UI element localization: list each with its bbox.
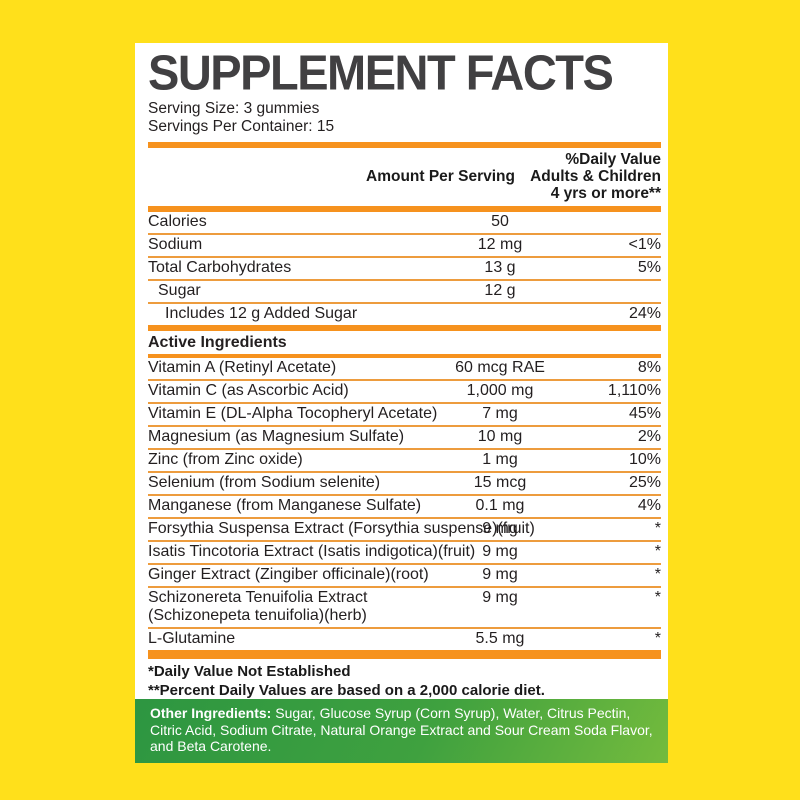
amount-value: 10 mg [477,428,523,445]
amount-value: 1 mg [482,451,518,468]
ingredient-name: Selenium (from Sodium selenite) [148,474,381,491]
ingredient-name: Vitamin C (as Ascorbic Acid) [148,382,349,399]
amount-per-serving-header: Amount Per Serving [366,168,515,185]
daily-value-percent: * [654,543,661,560]
daily-value-percent: * [654,520,661,537]
daily-value-percent: 25% [628,474,661,491]
other-ingredients-text: Sugar, Glucose Syrup (Corn Syrup), Water… [150,705,653,754]
daily-value-header-line1: %Daily Value [565,151,661,168]
daily-value-percent: 1,110% [607,382,661,399]
table-row: Vitamin A (Retinyl Acetate) 60 mcg RAE 8% [148,358,661,381]
divider-bar-header [148,206,661,212]
active-ingredients-table: Vitamin A (Retinyl Acetate) 60 mcg RAE 8% V… [148,358,661,650]
daily-value-percent: 5% [637,259,661,276]
footnote-daily-value: *Daily Value Not Established [148,663,351,680]
nutrition-table: Calories 50 Sodium 12 mg <1% Total Carbohydra… [148,212,661,325]
amount-value: 12 g [484,282,516,299]
ingredient-name: Total Carbohydrates [148,259,292,276]
table-row: Manganese (from Manganese Sulfate) 0.1 mg… [148,496,661,519]
ingredient-name: Vitamin A (Retinyl Acetate) [148,359,337,376]
footnote-percent-daily-values: **Percent Daily Values are based on a 2,… [148,682,545,699]
daily-value-percent: 2% [637,428,661,445]
table-row: Calories 50 [148,212,661,235]
ingredient-name: Calories [148,213,207,230]
table-row: Sodium 12 mg <1% [148,235,661,258]
daily-value-percent: * [654,589,661,606]
daily-value-percent: 8% [637,359,661,376]
daily-value-header-line3: 4 yrs or more** [550,185,661,202]
daily-value-percent: 24% [628,305,661,322]
amount-value: 5.5 mg [475,630,525,647]
daily-value-header-line2: Adults & Children [530,168,661,185]
amount-value: 60 mcg RAE [455,359,545,376]
daily-value-percent: * [654,566,661,583]
ingredient-name: Includes 12 g Added Sugar [165,305,358,322]
table-row: Ginger Extract (Zingiber officinale)(roo… [148,565,661,588]
ingredient-name: Ginger Extract (Zingiber officinale)(roo… [148,566,429,583]
other-ingredients-section: Other Ingredients: Sugar, Glucose Syrup … [135,699,668,763]
table-row: Forsythia Suspensa Extract (Forsythia su… [148,519,661,542]
daily-value-percent: 45% [628,405,661,422]
serving-size-text: Serving Size: 3 gummies [148,100,320,117]
table-row: Isatis Tincotoria Extract (Isatis indigo… [148,542,661,565]
amount-value: 7 mg [482,405,518,422]
table-row: L-Glutamine 5.5 mg * [148,629,661,650]
table-row: Vitamin C (as Ascorbic Acid) 1,000 mg 1,11… [148,381,661,404]
ingredient-name: Vitamin E (DL-Alpha Tocopheryl Acetate) [148,405,438,422]
divider-bar-top [148,142,661,148]
table-row: Zinc (from Zinc oxide) 1 mg 10% [148,450,661,473]
amount-value: 9 mg [482,520,518,537]
ingredient-name: Zinc (from Zinc oxide) [148,451,303,468]
amount-value: 13 g [484,259,516,276]
panel-title: SUPPLEMENT FACTS [148,44,614,100]
amount-value: 9 mg [482,543,518,560]
daily-value-percent: <1% [628,236,661,253]
divider-bar-bottom [148,650,661,659]
ingredient-name: L-Glutamine [148,630,236,647]
divider-bar-active-heading [148,354,661,358]
ingredient-name: Isatis Tincotoria Extract (Isatis indigo… [148,543,476,560]
supplement-facts-panel: SUPPLEMENT FACTS Serving Size: 3 gummies… [135,43,668,763]
ingredient-name: Schizonereta Tenuifolia Extract [148,589,368,606]
column-headers: %Daily Value Adults & Children 4 yrs or … [148,148,661,204]
table-row: Sugar 12 g [148,281,661,304]
amount-value: 1,000 mg [466,382,534,399]
table-row: Magnesium (as Magnesium Sulfate) 10 mg 2% [148,427,661,450]
daily-value-percent: 4% [637,497,661,514]
table-row: Total Carbohydrates 13 g 5% [148,258,661,281]
amount-value: 9 mg [482,566,518,583]
ingredient-name: Forsythia Suspensa Extract (Forsythia su… [148,520,535,537]
ingredient-name: Magnesium (as Magnesium Sulfate) [148,428,405,445]
table-row: Selenium (from Sodium selenite) 15 mcg 25% [148,473,661,496]
table-row: Schizonereta Tenuifolia Extract (Schizone… [148,588,661,629]
ingredient-name: Manganese (from Manganese Sulfate) [148,497,422,514]
ingredient-name: Sodium [148,236,203,253]
amount-value: 9 mg [482,589,518,606]
amount-value: 0.1 mg [475,497,525,514]
table-row: Vitamin E (DL-Alpha Tocopheryl Acetate) 7… [148,404,661,427]
servings-per-container-text: Servings Per Container: 15 [148,118,335,135]
daily-value-percent: * [654,630,661,647]
amount-value: 12 mg [477,236,523,253]
ingredient-name: Sugar [158,282,201,299]
amount-value: 15 mcg [473,474,527,491]
daily-value-percent: 10% [628,451,661,468]
other-ingredients-label: Other Ingredients: [150,705,272,721]
active-ingredients-heading: Active Ingredients [148,334,287,351]
ingredient-name-line2: (Schizonepeta tenuifolia)(herb) [148,607,367,624]
table-row: Includes 12 g Added Sugar 24% [148,304,661,325]
amount-value: 50 [491,213,509,230]
panel-content: SUPPLEMENT FACTS Serving Size: 3 gummies… [135,43,668,699]
divider-bar-nutrition-end [148,325,661,331]
